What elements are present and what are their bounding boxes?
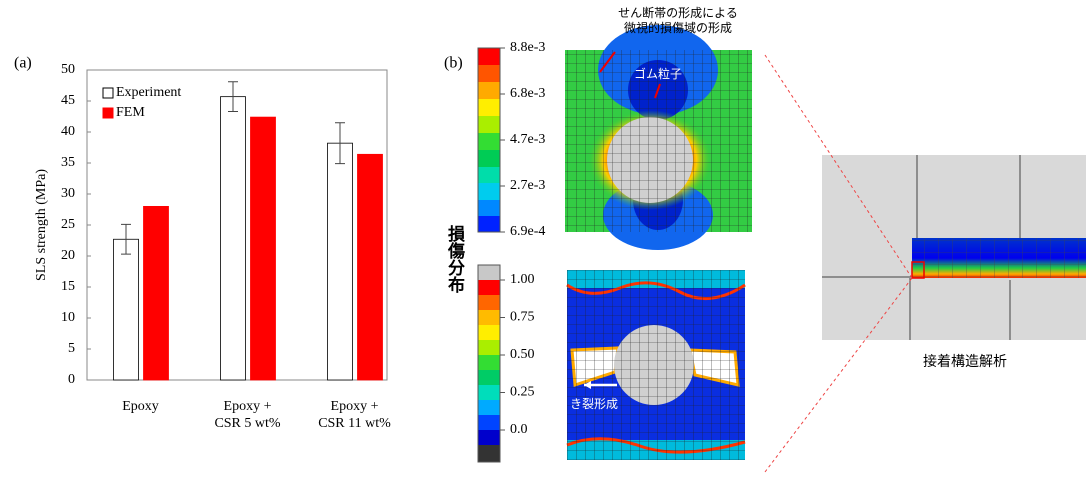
y-tick-label: 5 [68,341,75,356]
colorbar-label: 0.75 [510,310,535,325]
x-tick-label: Epoxy + CSR 5 wt% [188,398,308,432]
bar [114,239,139,380]
bar [328,143,353,380]
legend-marker [103,88,113,98]
y-tick-label: 45 [61,93,75,108]
damage-contour-image [567,270,745,460]
panel-label: (a) [14,55,32,72]
strain-contour-image [565,25,752,250]
panel-label: (b) [444,55,463,72]
damage-colorbar [478,265,500,462]
y-tick-label: 40 [61,124,75,139]
colorbar-label: 8.8e-3 [510,40,545,55]
y-tick-label: 35 [61,155,75,170]
strain-colorbar [478,48,500,232]
colorbar-label: 0.0 [510,422,528,437]
x-tick-label: Epoxy [81,398,201,415]
y-tick-label: 50 [61,62,75,77]
legend-marker [103,108,113,118]
y-tick-label: 20 [61,248,75,263]
colorbar-label: 2.7e-3 [510,178,545,193]
colorbar-label: 4.7e-3 [510,132,545,147]
figure: (a) SLS strength (MPa) (b) [0,0,1086,479]
y-tick-label: 0 [68,372,75,387]
colorbar-label: 6.9e-4 [510,224,545,239]
y-tick-label: 10 [61,310,75,325]
annotation: せん断帯の形成による 微視的損傷域の形成 [578,6,778,36]
x-tick-label: Epoxy + CSR 11 wt% [295,398,415,432]
colorbar-label: 6.8e-3 [510,86,545,101]
colorbar-label: 1.00 [510,272,535,287]
bar [221,97,246,380]
y-tick-label: 25 [61,217,75,232]
y-tick-label: 30 [61,186,75,201]
annotation: 接着構造解析 [900,354,1030,371]
colorbar-label: 0.50 [510,347,535,362]
annotation: き裂形成 [570,396,630,413]
colorbar-label: 0.25 [510,385,535,400]
y-axis-label: SLS strength (MPa) [34,169,49,281]
colorbar-title: 損傷分布 [445,225,462,293]
bar [144,206,169,380]
bar [358,154,383,380]
legend-label: FEM [116,105,145,120]
adhesive-structure-image [822,155,1086,340]
y-tick-label: 15 [61,279,75,294]
legend-label: Experiment [116,85,181,100]
bar [251,117,276,380]
annotation: ゴム粒子 [628,66,688,83]
